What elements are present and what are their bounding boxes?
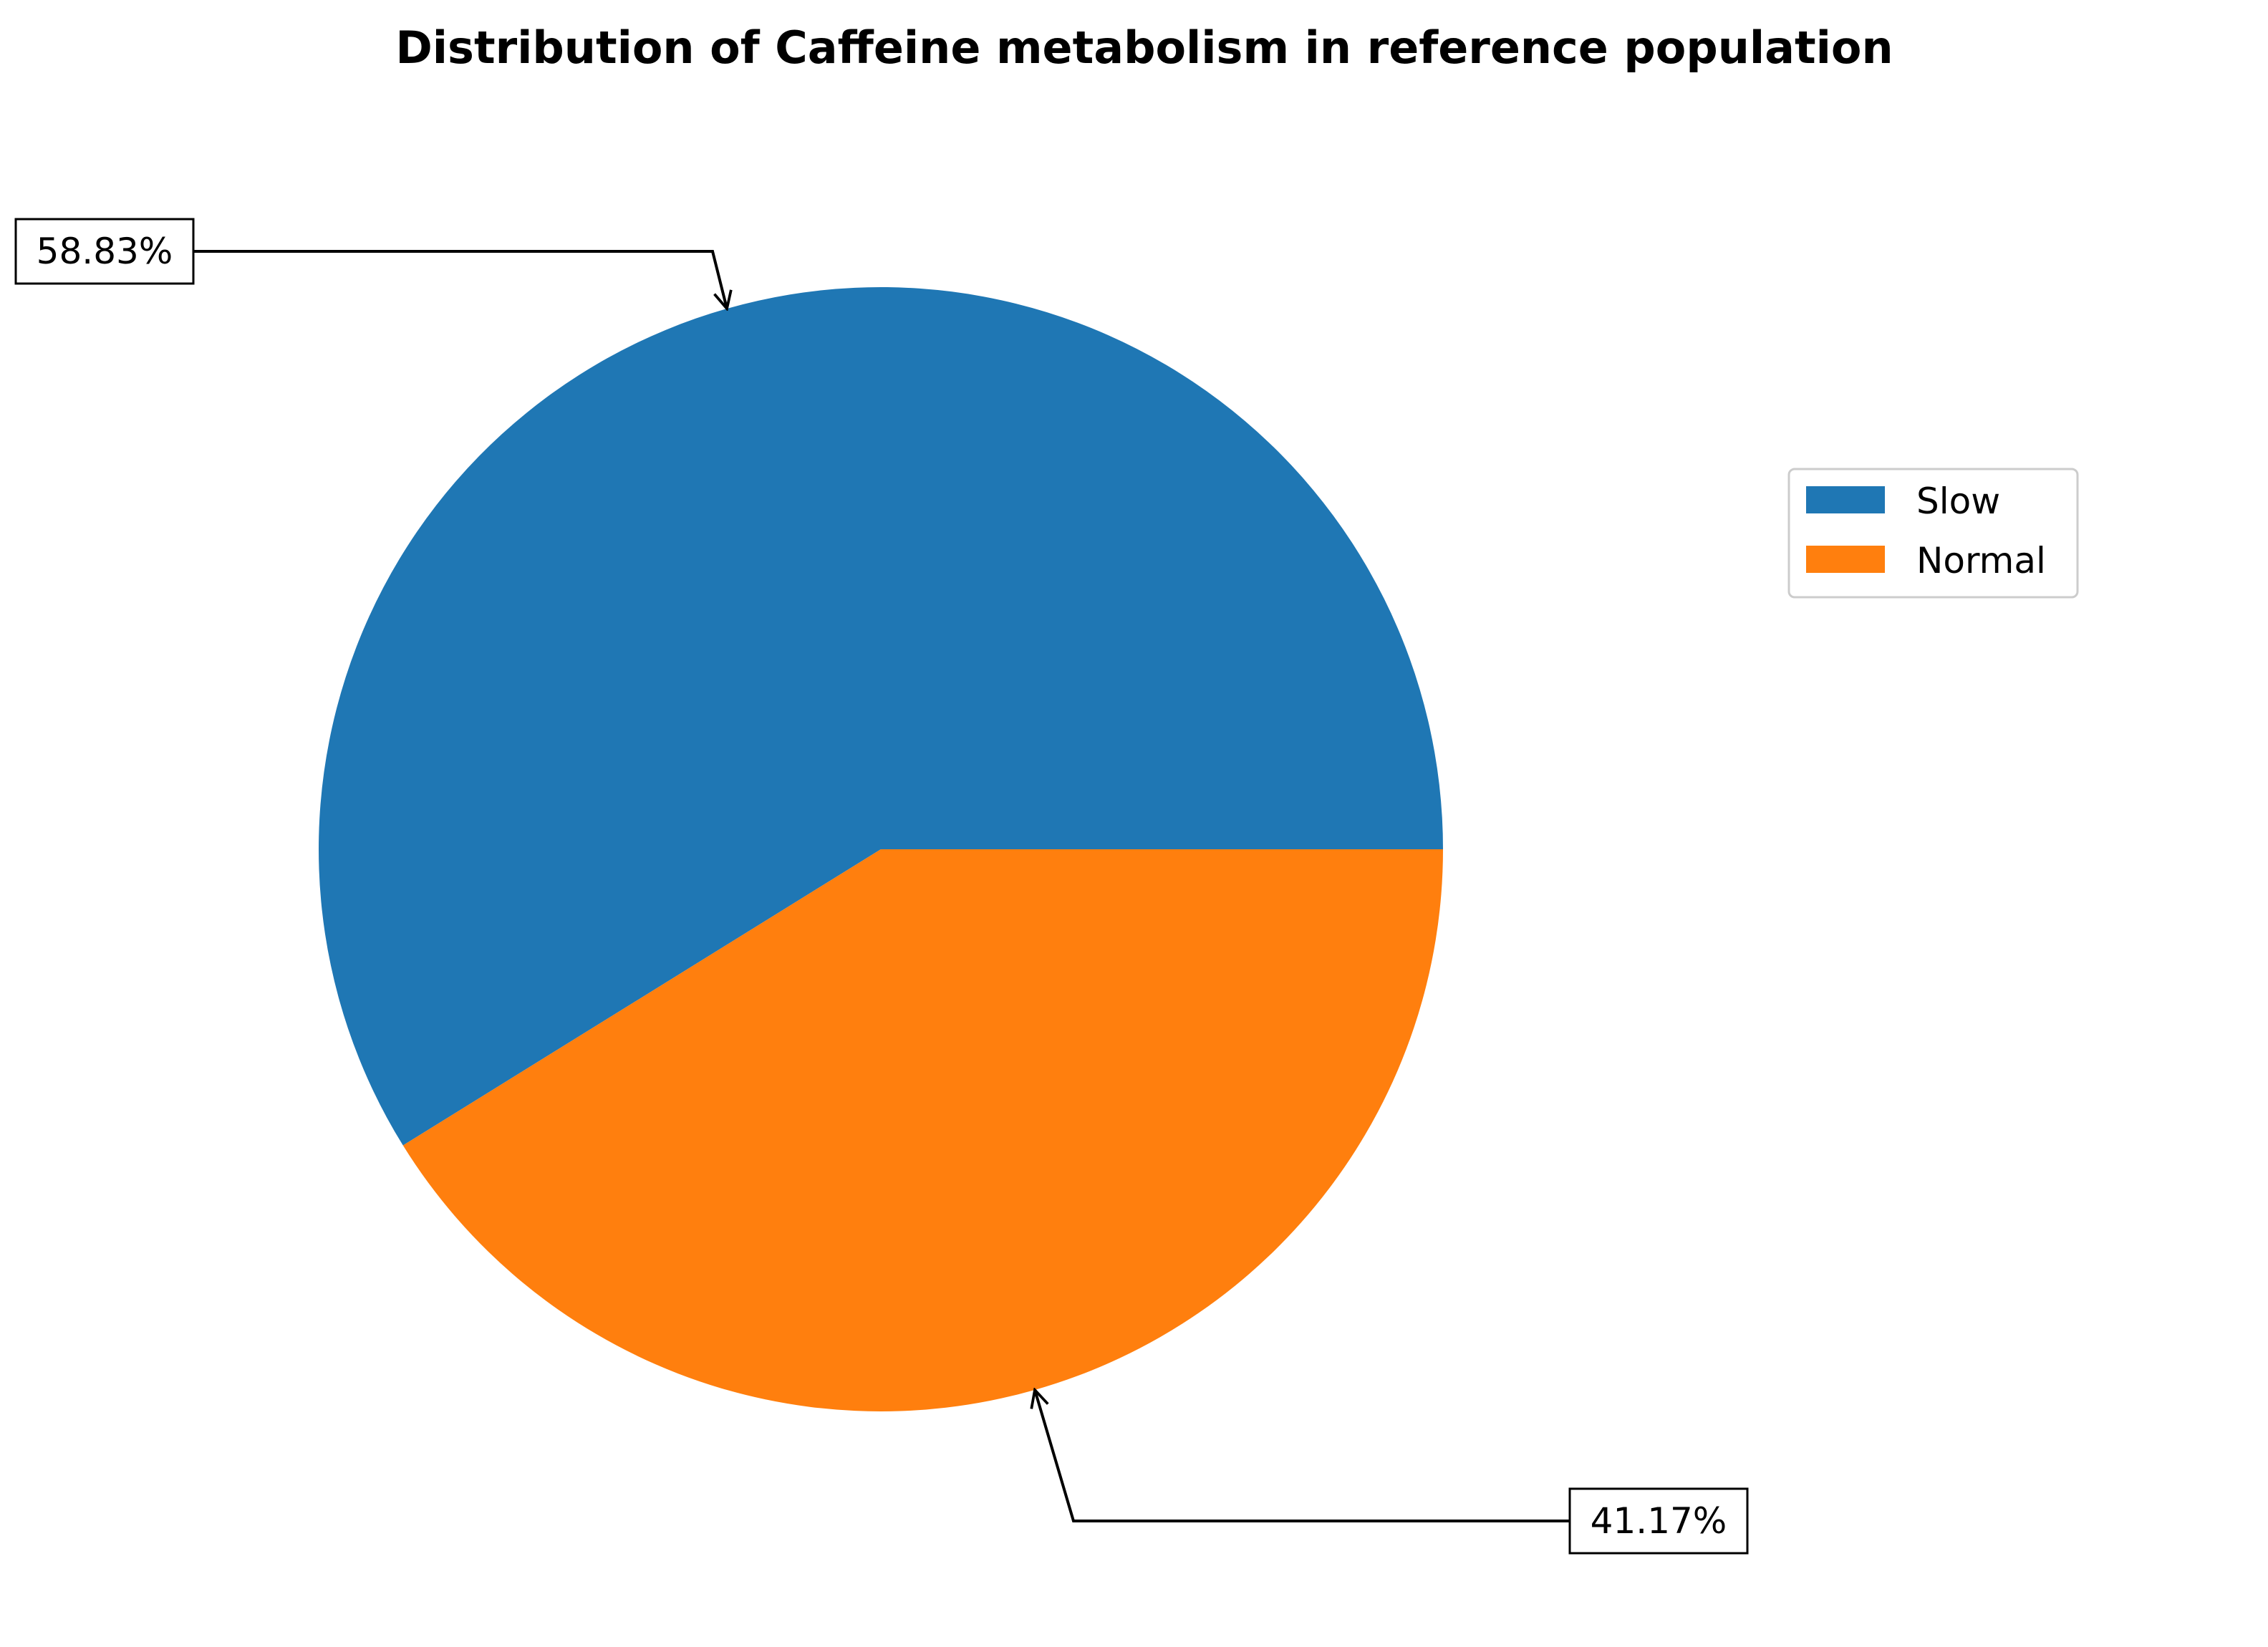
percent-label-box-normal xyxy=(1568,1487,1749,1555)
legend-entry-slow: Slow xyxy=(1806,480,2000,522)
pie-slice-normal xyxy=(402,849,1444,1411)
percent-label-normal: 41.17% xyxy=(1591,1500,1727,1542)
legend-label-slow: Slow xyxy=(1916,480,2000,522)
legend: Slow Normal xyxy=(1787,468,2079,599)
annotation-arrow-normal xyxy=(1035,1390,1570,1522)
chart-title: Distribution of Caffeine metabolism in r… xyxy=(395,21,1893,74)
legend-entry-normal: Normal xyxy=(1806,540,2046,581)
percent-label-slow: 58.83% xyxy=(37,231,173,272)
legend-label-normal: Normal xyxy=(1916,540,2046,581)
percent-label-box-slow xyxy=(14,218,195,285)
legend-swatch-slow xyxy=(1806,486,1885,513)
pie-slice-slow xyxy=(319,286,1444,1146)
pie-annotations: 58.83% 41.17% xyxy=(14,218,1749,1555)
legend-swatch-normal xyxy=(1806,546,1885,573)
annotation-arrow-slow xyxy=(193,250,727,309)
pie-slices xyxy=(319,286,1444,1411)
